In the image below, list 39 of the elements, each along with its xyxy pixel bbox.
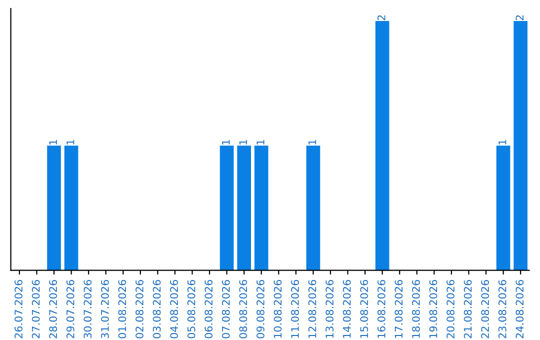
data-label: 1 [308,140,316,144]
x-tick-label: 21.08.2026 [464,280,472,338]
x-tick-label: 03.08.2026 [152,280,161,338]
data-label: 1 [256,140,264,144]
x-tick-label: 20.08.2026 [446,280,454,338]
x-tick-label: 18.08.2026 [412,280,420,338]
data-label: 2 [377,15,386,20]
x-tick-label: 08.08.2026 [239,280,248,338]
x-tick-label: 05.08.2026 [187,280,196,338]
x-tick-label: 24.08.2026 [516,280,524,338]
x-tick-label: 17.08.2026 [394,280,403,338]
x-tick-label: 16.08.2026 [377,280,386,338]
data-label: 1 [239,140,247,144]
data-label: 1 [222,140,230,144]
x-tick-label: 26.07.2026 [14,280,22,338]
x-tick-label: 27.07.2026 [32,280,40,338]
x-tick-label: 22.08.2026 [481,280,490,338]
data-label: 1 [49,140,57,144]
data-label: 1 [66,140,74,144]
x-tick-label: 04.08.2026 [170,280,178,338]
x-tick-label: 28.07.2026 [49,280,58,338]
data-label: 2 [516,15,524,20]
x-tick-label: 01.08.2026 [118,280,126,338]
x-tick-label: 07.08.2026 [222,280,230,338]
x-tick-label: 19.08.2026 [429,280,438,338]
x-tick-label: 11.08.2026 [291,280,299,338]
x-tick-label: 02.08.2026 [136,280,144,338]
x-tick-label: 23.08.2026 [498,280,506,338]
x-tick-label: 09.08.2026 [256,280,264,338]
x-tick-label: 12.08.2026 [308,280,316,338]
x-tick-label: 15.08.2026 [360,280,368,338]
x-tick-label: 30.07.2026 [84,280,92,338]
x-tick-label: 29.07.2026 [66,280,74,338]
x-tick-label: 31.07.2026 [100,280,109,338]
x-tick-label: 10.08.2026 [274,280,282,338]
x-tick-label: 13.08.2026 [326,280,334,338]
x-tick-label: 14.08.2026 [342,280,351,338]
x-tick-label: 06.08.2026 [204,280,213,338]
data-label: 1 [498,140,506,144]
